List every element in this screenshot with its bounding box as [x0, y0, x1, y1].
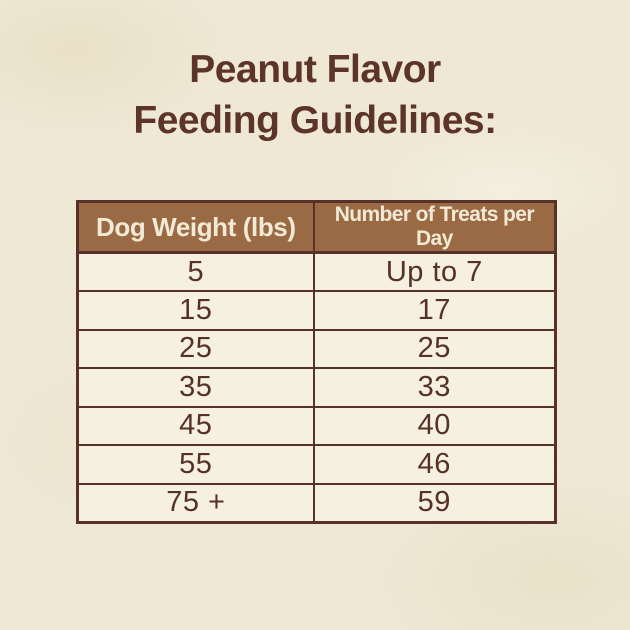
treats-cell: 46: [312, 444, 557, 485]
table-row: 55 46: [76, 444, 557, 485]
weight-cell: 35: [76, 367, 315, 408]
weight-cell: 45: [76, 405, 315, 446]
weight-cell: 15: [76, 290, 315, 331]
treats-cell: 25: [312, 328, 557, 369]
column-header-treats-per-day: Number of Treats per Day: [312, 200, 557, 254]
treats-cell: Up to 7: [312, 251, 557, 292]
treats-cell: 17: [312, 290, 557, 331]
page-title: Peanut Flavor Feeding Guidelines:: [0, 44, 630, 146]
weight-cell: 55: [76, 444, 315, 485]
feeding-guidelines-table: Dog Weight (lbs) Number of Treats per Da…: [76, 200, 557, 524]
table-body: 5 Up to 7 15 17 25 25 35 33 45 40 55 46 75 +59: [76, 251, 557, 523]
table-row: 5 Up to 7: [76, 251, 557, 292]
table-row: 15 17: [76, 290, 557, 331]
weight-cell: 75 +: [76, 482, 315, 523]
title-line-2: Feeding Guidelines:: [133, 99, 497, 142]
weight-cell: 5: [76, 251, 315, 292]
column-header-dog-weight: Dog Weight (lbs): [76, 200, 315, 254]
weight-cell: 25: [76, 328, 315, 369]
header-row: Dog Weight (lbs) Number of Treats per Da…: [76, 200, 557, 254]
table-row: 35 33: [76, 367, 557, 408]
treats-cell: 59: [312, 482, 557, 523]
treats-cell: 40: [312, 405, 557, 446]
table-row: 45 40: [76, 405, 557, 446]
title-line-1: Peanut Flavor: [189, 48, 441, 91]
table-row: 75 +59: [76, 482, 557, 523]
table-row: 25 25: [76, 328, 557, 369]
treats-cell: 33: [312, 367, 557, 408]
